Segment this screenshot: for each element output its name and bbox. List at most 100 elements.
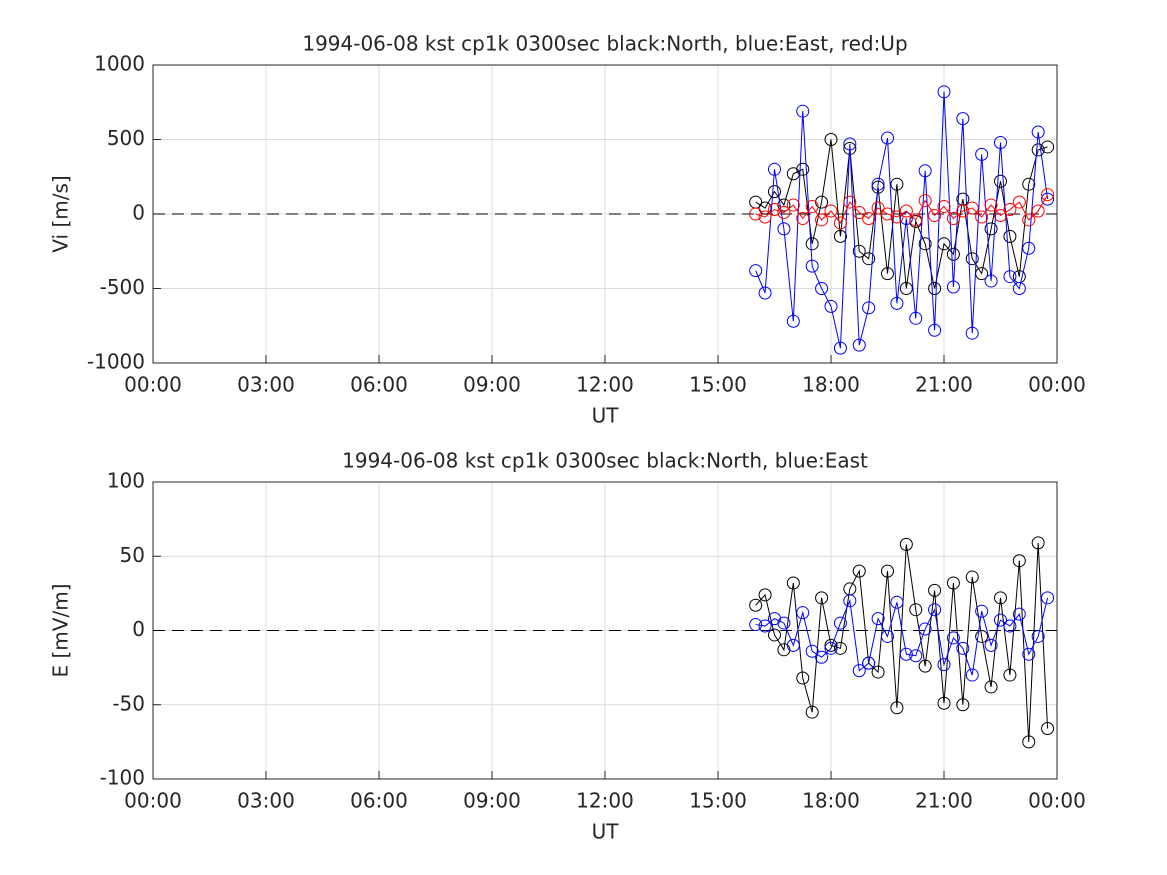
data-point <box>984 680 998 694</box>
x-tick-label: 15:00 <box>689 373 747 397</box>
data-point <box>843 137 857 151</box>
data-point <box>928 208 942 222</box>
x-tick-label: 03:00 <box>237 789 295 813</box>
data-point <box>805 200 819 214</box>
x-tick-label: 09:00 <box>463 373 521 397</box>
y-tick-label: 100 <box>107 469 145 493</box>
data-point <box>862 211 876 225</box>
data-point <box>796 606 810 620</box>
data-point <box>956 698 970 712</box>
data-point <box>946 576 960 590</box>
data-point <box>994 208 1007 222</box>
data-point <box>899 647 913 661</box>
x-tick-label: 21:00 <box>915 373 973 397</box>
x-tick-label: 06:00 <box>350 789 408 813</box>
data-point <box>1031 143 1045 157</box>
data-point <box>994 591 1007 605</box>
data-point <box>1022 177 1036 191</box>
data-point <box>805 237 819 251</box>
data-point <box>768 203 781 217</box>
series-line <box>755 597 1049 676</box>
data-point <box>899 211 913 225</box>
x-tick-label: 00:00 <box>124 789 182 813</box>
data-point <box>1003 619 1017 633</box>
data-point <box>975 210 989 224</box>
data-point <box>786 314 800 328</box>
y-tick-label: 0 <box>132 617 145 641</box>
x-tick-label: 03:00 <box>237 373 295 397</box>
x-tick-label: 09:00 <box>463 789 521 813</box>
data-point <box>909 213 923 227</box>
y-tick-label: 1000 <box>94 52 145 76</box>
data-point <box>833 229 847 243</box>
data-point <box>824 204 838 218</box>
data-point <box>862 656 876 670</box>
data-point <box>994 613 1007 627</box>
data-point <box>928 323 942 337</box>
x-tick-label: 00:00 <box>1028 789 1086 813</box>
x-tick-label: 12:00 <box>576 789 634 813</box>
y-tick-label: -50 <box>112 691 145 715</box>
data-point <box>928 603 942 617</box>
data-point <box>786 638 800 652</box>
data-point <box>956 204 970 218</box>
subplot: 00:00 03:00 06:00 09:00 12:00 15:00 18:00 21:00… <box>49 32 1086 428</box>
data-point <box>852 664 866 678</box>
data-point <box>796 104 810 118</box>
data-point <box>890 595 904 609</box>
data-point <box>843 195 857 209</box>
x-tick-label: 00:00 <box>1028 373 1086 397</box>
data-point <box>881 564 894 578</box>
data-point <box>824 641 838 655</box>
x-axis-label: UT <box>592 820 620 844</box>
data-point <box>749 264 763 278</box>
data-point <box>1022 213 1036 227</box>
data-point <box>815 213 829 227</box>
x-tick-label: 18:00 <box>802 789 860 813</box>
data-point <box>881 131 894 145</box>
data-point <box>1012 282 1026 295</box>
x-tick-label: 06:00 <box>350 373 408 397</box>
data-point <box>965 570 979 584</box>
data-point <box>833 341 847 355</box>
x-tick-label: 12:00 <box>576 373 634 397</box>
data-point <box>965 668 979 682</box>
data-point <box>956 112 970 126</box>
data-point <box>1003 203 1017 217</box>
data-point <box>918 659 932 673</box>
data-point <box>1003 270 1017 284</box>
data-point <box>918 194 932 208</box>
data-point <box>1031 125 1045 139</box>
y-axis-label: Vi [m/s] <box>49 175 73 252</box>
data-point <box>1031 536 1045 550</box>
data-point <box>899 282 913 295</box>
x-tick-label: 18:00 <box>802 373 860 397</box>
data-point <box>768 628 781 642</box>
data-point <box>871 665 885 679</box>
data-point <box>805 705 819 719</box>
data-point <box>928 282 942 295</box>
data-point <box>965 252 979 266</box>
data-point <box>881 267 894 281</box>
data-point <box>815 650 829 664</box>
data-point <box>833 641 847 655</box>
data-point <box>975 604 989 618</box>
data-point <box>928 583 942 597</box>
data-point <box>918 237 932 251</box>
data-point <box>909 603 923 617</box>
data-point <box>824 133 838 146</box>
data-point <box>824 638 838 652</box>
data-point <box>899 204 913 218</box>
data-point <box>777 222 791 236</box>
data-point <box>862 252 876 266</box>
data-point <box>1012 195 1026 209</box>
data-point <box>852 244 866 258</box>
y-tick-label: 500 <box>107 126 145 150</box>
data-point <box>937 696 951 710</box>
data-point <box>758 619 772 633</box>
data-point <box>852 206 866 220</box>
data-point <box>975 147 989 161</box>
data-point <box>1022 735 1036 749</box>
data-point <box>768 162 781 176</box>
